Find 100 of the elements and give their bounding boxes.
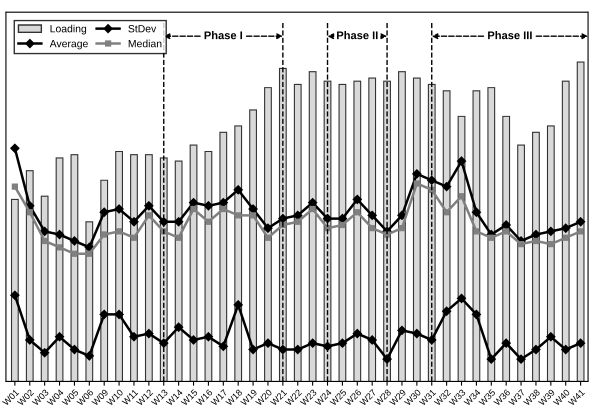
point [174,322,184,332]
point [397,210,407,220]
point [546,226,556,236]
point [144,201,154,210]
point [414,180,420,187]
point [368,335,377,345]
bar [398,71,406,382]
point [473,228,480,234]
point [576,217,586,226]
bar [70,154,78,382]
bar [412,77,421,382]
point [71,250,78,257]
point [205,218,212,225]
bar [353,80,362,382]
bar [190,144,198,382]
point [472,310,482,320]
x-tick-label: W41 [568,388,585,406]
point [294,218,301,225]
point [354,209,360,216]
point [235,212,242,219]
point [308,338,318,348]
legend-label: Loading [50,24,86,34]
bar [249,109,257,382]
point [204,201,214,210]
point [114,204,124,214]
point [368,210,377,220]
point [442,306,452,316]
point [338,214,348,224]
point [456,294,466,304]
point [518,241,524,248]
bar [368,77,376,382]
bar [294,84,302,382]
point [308,198,318,208]
point [174,217,184,226]
point [322,342,332,351]
point [293,344,302,354]
point [458,193,465,200]
ref-line-label: Phase II [337,31,378,40]
point [101,231,108,238]
point [562,234,569,241]
point [26,209,33,216]
bar [458,116,466,382]
point [10,290,20,300]
point [188,335,198,345]
point [42,238,48,244]
point [502,220,511,230]
point [70,344,80,354]
point [486,354,496,364]
point [190,206,197,212]
point [100,208,109,217]
point [114,310,124,320]
point [84,351,94,361]
bar [115,150,123,382]
bar [264,87,272,382]
point [70,236,80,246]
point [339,222,346,228]
point [532,238,540,244]
point [278,344,288,354]
point [56,244,63,250]
legend-label: StDev [128,25,156,32]
point [263,224,273,233]
point [25,335,34,345]
point [310,206,316,212]
point [488,234,494,241]
point [561,344,570,354]
point [12,184,18,190]
ref-line-label: Phase I [204,31,242,40]
point [412,169,422,178]
point [397,326,407,335]
point [248,204,258,214]
point [577,228,584,234]
point [561,224,570,233]
point [248,344,258,354]
bar [204,150,212,382]
point [220,206,226,212]
bar [546,125,555,382]
point [444,209,450,216]
point [412,328,422,338]
point [531,344,541,354]
bar [308,71,317,382]
point [234,300,243,310]
bar [562,80,570,382]
bar [487,87,496,382]
point [352,194,362,204]
x-tick-label: W11 [122,388,138,406]
x-tick-label: W31 [418,388,436,406]
point [176,234,182,241]
point [129,217,139,226]
point [54,230,64,240]
point [531,230,541,240]
bar [576,62,585,382]
point [204,332,214,342]
point [116,228,122,234]
point [188,198,198,208]
point [338,338,348,348]
bar [502,116,510,382]
bar [10,198,19,382]
bar [532,132,540,382]
point [576,338,586,348]
point [54,332,64,342]
